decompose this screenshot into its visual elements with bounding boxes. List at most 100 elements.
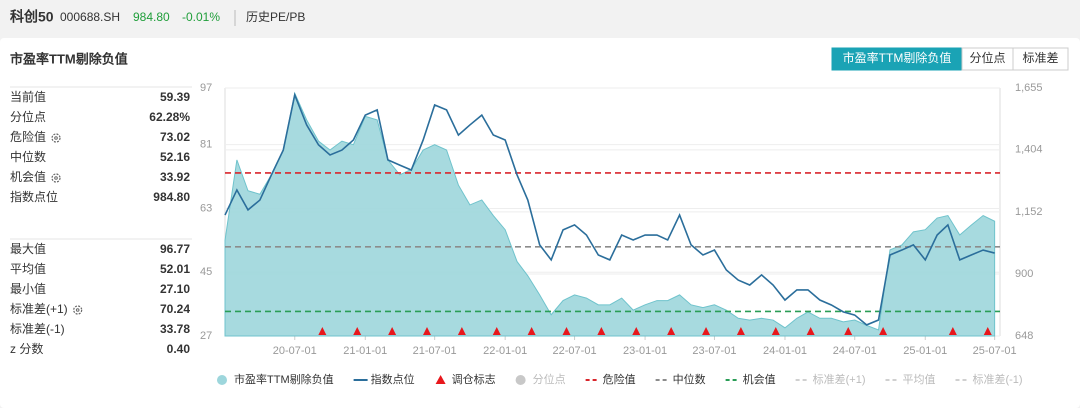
rebalance-marker xyxy=(527,327,536,335)
y2-tick-label: 1,655 xyxy=(1015,82,1043,94)
rebalance-marker xyxy=(632,327,641,335)
x-tick-label: 22-07-01 xyxy=(553,345,597,357)
x-tick-label: 23-07-01 xyxy=(692,345,736,357)
card-title: 市盈率TTM剔除负值 xyxy=(10,51,128,66)
stat-value: 27.10 xyxy=(160,282,190,296)
rebalance-marker xyxy=(806,327,815,335)
stat-name: 当前值 xyxy=(10,89,46,104)
rebalance-marker xyxy=(983,327,992,335)
legend-label[interactable]: 标准差(-1) xyxy=(972,372,1022,386)
tab[interactable] xyxy=(1012,47,1069,71)
stat-name: 标准差(+1) xyxy=(10,302,68,316)
price: 984.80 xyxy=(133,10,170,24)
legend-symbol xyxy=(515,375,526,385)
rebalance-marker xyxy=(597,327,606,335)
rebalance-marker xyxy=(457,327,466,335)
stat-value: 52.01 xyxy=(160,262,190,276)
rebalance-marker xyxy=(736,327,745,335)
stat-value: 73.02 xyxy=(160,130,190,144)
stat-value: 0.40 xyxy=(167,342,191,356)
x-tick-label: 25-07-01 xyxy=(973,345,1017,357)
legend-symbol xyxy=(435,375,446,384)
legend-label[interactable]: 调仓标志 xyxy=(452,372,496,386)
x-tick-label: 24-01-01 xyxy=(763,345,807,357)
legend-label[interactable]: 机会值 xyxy=(743,372,776,386)
stat-value: 33.92 xyxy=(160,170,190,184)
rebalance-marker xyxy=(667,327,676,335)
rebalance-marker xyxy=(422,327,431,335)
tab-label[interactable]: 市盈率TTM剔除负值 xyxy=(843,50,952,65)
index-code: 000688.SH xyxy=(60,10,120,24)
legend-label[interactable]: 中位数 xyxy=(673,372,706,386)
stat-name: 分位点 xyxy=(10,109,46,124)
top-bar xyxy=(0,0,1080,38)
chart: 27 45 63 81 97 648 900 1,152 1,404 1,655 20-07-01 2… xyxy=(200,82,1043,386)
index-name: 科创50 xyxy=(10,9,54,25)
stat-value: 62.28% xyxy=(149,110,190,124)
stat-value: 33.78 xyxy=(160,322,190,336)
rebalance-marker xyxy=(879,327,888,335)
y-tick-label: 27 xyxy=(200,330,212,342)
gear-icon[interactable] xyxy=(73,305,83,315)
rebalance-marker xyxy=(771,327,780,335)
tab-label[interactable]: 分位点 xyxy=(969,50,1005,65)
stat-name: 最大值 xyxy=(10,241,46,256)
gear-icon[interactable] xyxy=(51,133,61,143)
rebalance-marker xyxy=(388,327,397,335)
stat-value: 70.24 xyxy=(160,302,190,316)
y-tick-label: 63 xyxy=(200,202,212,214)
y2-tick-label: 1,404 xyxy=(1015,144,1043,156)
y-tick-label: 45 xyxy=(200,266,212,278)
x-tick-label: 23-01-01 xyxy=(623,345,667,357)
rebalance-marker xyxy=(702,327,711,335)
y2-tick-label: 648 xyxy=(1015,330,1033,342)
legend-label[interactable]: 平均值 xyxy=(902,373,935,386)
stat-value: 984.80 xyxy=(153,190,190,204)
legend-label[interactable]: 分位点 xyxy=(533,372,566,386)
gear-icon-hub xyxy=(54,176,58,180)
x-tick-label: 21-01-01 xyxy=(343,345,387,357)
stat-name: 标准差(-1) xyxy=(10,322,65,336)
stat-name: 危险值 xyxy=(10,129,46,144)
tabs: 市盈率TTM剔除负值 分位点 标准差 xyxy=(831,47,1069,71)
x-tick-label: 21-07-01 xyxy=(413,345,457,357)
x-tick-label: 20-07-01 xyxy=(273,345,317,357)
rebalance-marker xyxy=(844,327,853,335)
y2-tick-label: 1,152 xyxy=(1015,206,1043,218)
stat-name: 机会值 xyxy=(10,169,46,184)
rebalance-marker xyxy=(948,327,957,335)
y-tick-label: 97 xyxy=(200,82,212,94)
legend-label[interactable]: 指数点位 xyxy=(371,372,415,386)
stat-name: 平均值 xyxy=(10,261,46,276)
stat-value: 59.39 xyxy=(160,90,190,104)
stat-value: 52.16 xyxy=(160,150,190,164)
stat-name: 最小值 xyxy=(10,281,46,296)
stats: 当前值 59.39 分位点 62.28% 危险值 73.02 中位数 52.16 机会值 33.9… xyxy=(10,86,192,356)
rebalance-marker xyxy=(492,327,501,335)
x-tick-label: 25-01-01 xyxy=(903,345,947,357)
stat-name: 指数点位 xyxy=(10,189,58,204)
gear-icon-hub xyxy=(54,136,58,140)
y2-tick-label: 900 xyxy=(1015,268,1033,280)
gear-icon[interactable] xyxy=(51,173,61,183)
stat-name: z 分数 xyxy=(10,341,43,356)
x-tick-label: 22-01-01 xyxy=(483,345,527,357)
section: 历史PE/PB xyxy=(246,10,305,24)
gear-icon-hub xyxy=(75,308,80,312)
y-tick-label: 81 xyxy=(200,139,212,151)
change: -0.01% xyxy=(182,10,220,24)
rebalance-marker xyxy=(353,327,362,335)
legend-label[interactable]: 市盈率TTM剔除负值 xyxy=(234,372,334,386)
legend-label[interactable]: 标准差(+1) xyxy=(813,372,866,386)
rebalance-marker xyxy=(318,327,327,335)
index-line xyxy=(224,92,995,326)
rebalance-marker xyxy=(562,327,571,335)
stat-name: 中位数 xyxy=(10,149,46,164)
tab-label[interactable]: 标准差 xyxy=(1022,51,1058,65)
legend-symbol xyxy=(217,375,227,385)
x-tick-label: 24-07-01 xyxy=(833,345,877,357)
legend-label[interactable]: 危险值 xyxy=(603,372,636,386)
stat-value: 96.77 xyxy=(160,242,190,256)
